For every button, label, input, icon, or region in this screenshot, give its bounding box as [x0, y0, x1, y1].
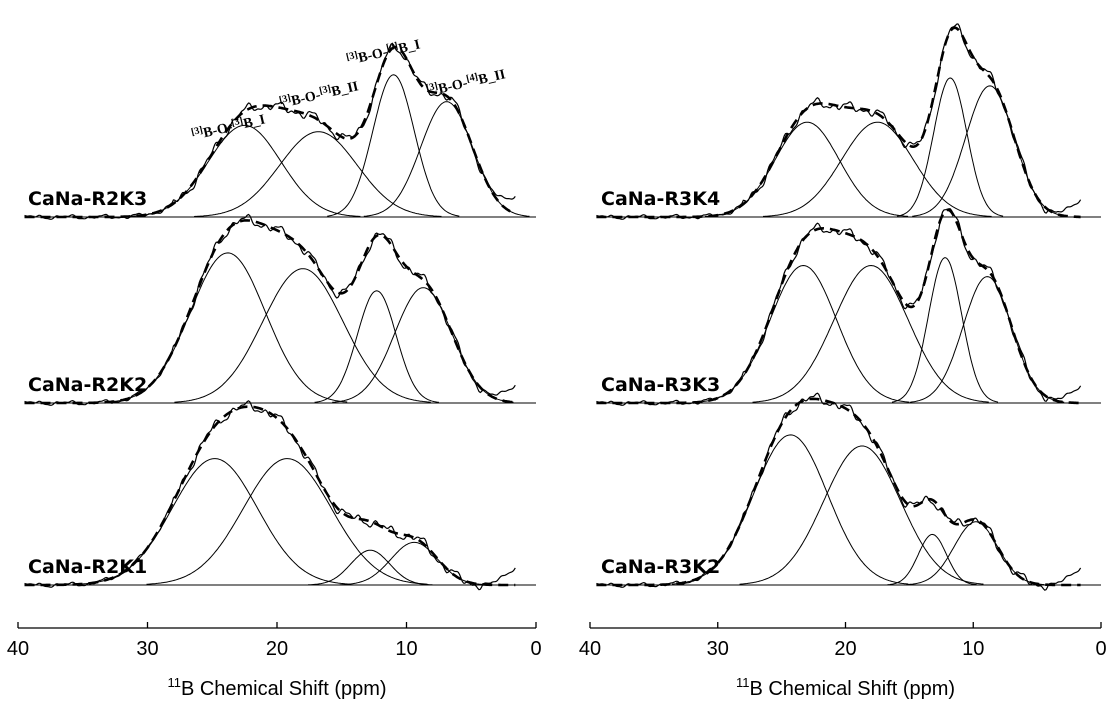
fit-component-4: [339, 541, 489, 586]
sample-label: CaNa-R2K1: [28, 556, 147, 578]
x-tick-label: 0: [530, 638, 541, 660]
annotation-b3-o-b4-i: [3]B-O-[4]B_I: [345, 36, 422, 69]
annotation-b3-o-b4-ii: [3]B-O-[4]B_II: [425, 65, 507, 100]
fit-component-4: [332, 287, 514, 403]
fitted-sum: [24, 45, 516, 219]
fitted-sum: [24, 405, 516, 587]
sample-label: CaNa-R2K2: [28, 374, 147, 396]
fit-component-4: [909, 276, 1065, 403]
fit-component-3: [314, 290, 439, 403]
sample-label: CaNa-R3K3: [601, 374, 720, 396]
fitted-sum: [596, 26, 1081, 219]
spectrum-panel-cana-r2k3: CaNa-R2K3: [24, 42, 536, 220]
experimental-spectrum: [24, 213, 516, 406]
annotation-b3-o-b3-ii: [3]B-O-[3]B_II: [278, 77, 360, 112]
x-tick-label: 20: [834, 638, 856, 660]
fitted-sum: [24, 219, 516, 405]
fit-component-2: [763, 121, 992, 217]
x-tick-label: 10: [962, 638, 984, 660]
fit-component-1: [697, 264, 910, 403]
x-tick-label: 30: [136, 638, 158, 660]
fit-component-1: [705, 121, 909, 217]
fit-component-3: [891, 257, 999, 403]
fit-component-2: [174, 268, 431, 403]
sample-label: CaNa-R3K2: [601, 556, 720, 578]
x-axis: 40 30 20 10 0 11B Chemical Shift (ppm): [7, 622, 542, 700]
x-tick-label: 10: [395, 638, 417, 660]
fit-component-3: [896, 77, 1004, 217]
fit-component-2: [194, 131, 442, 217]
x-tick-label: 40: [7, 638, 29, 660]
fitted-sum: [596, 208, 1081, 405]
fit-component-2: [739, 445, 984, 585]
fit-component-3: [308, 549, 433, 586]
fit-component-4: [363, 101, 530, 217]
spectrum-panel-cana-r2k1: CaNa-R2K1: [24, 400, 536, 591]
experimental-spectrum: [24, 400, 516, 591]
x-tick-label: 20: [266, 638, 288, 660]
right-column: CaNa-R3K4 CaNa-R3K3 CaNa-R3K2 40 30 20 10 0 11B …: [579, 23, 1107, 700]
spectrum-panel-cana-r3k3: CaNa-R3K3: [596, 208, 1101, 406]
left-column: CaNa-R2K3 CaNa-R2K2 CaNa-R2K1 40 30 20 10 0 11B …: [7, 42, 542, 700]
spectrum-panel-cana-r3k2: CaNa-R3K2: [596, 392, 1101, 591]
fit-component-4: [912, 85, 1067, 217]
x-tick-label: 40: [579, 638, 601, 660]
sample-label: CaNa-R2K3: [28, 188, 147, 210]
spectrum-panel-cana-r3k4: CaNa-R3K4: [596, 23, 1101, 220]
x-tick-label: 0: [1095, 638, 1106, 660]
fit-component-3: [327, 74, 460, 217]
spectrum-panel-cana-r2k2: CaNa-R2K2: [24, 213, 536, 406]
x-axis-title: 11B Chemical Shift (ppm): [736, 675, 955, 700]
fit-component-3: [887, 533, 977, 586]
fitted-sum: [596, 397, 1081, 587]
peak-annotations: [3]B-O-[3]B_I [3]B-O-[3]B_II [3]B-O-[4]B…: [190, 36, 507, 144]
x-axis-title: 11B Chemical Shift (ppm): [167, 675, 386, 700]
sample-label: CaNa-R3K4: [601, 188, 720, 210]
annotation-b3-o-b3-i: [3]B-O-[3]B_I: [190, 111, 267, 144]
fit-component-2: [146, 458, 428, 585]
experimental-spectrum: [24, 42, 516, 220]
x-tick-label: 30: [707, 638, 729, 660]
x-axis: 40 30 20 10 0 11B Chemical Shift (ppm): [579, 622, 1107, 700]
fit-component-2: [752, 264, 989, 403]
fit-component-4: [906, 521, 1045, 586]
